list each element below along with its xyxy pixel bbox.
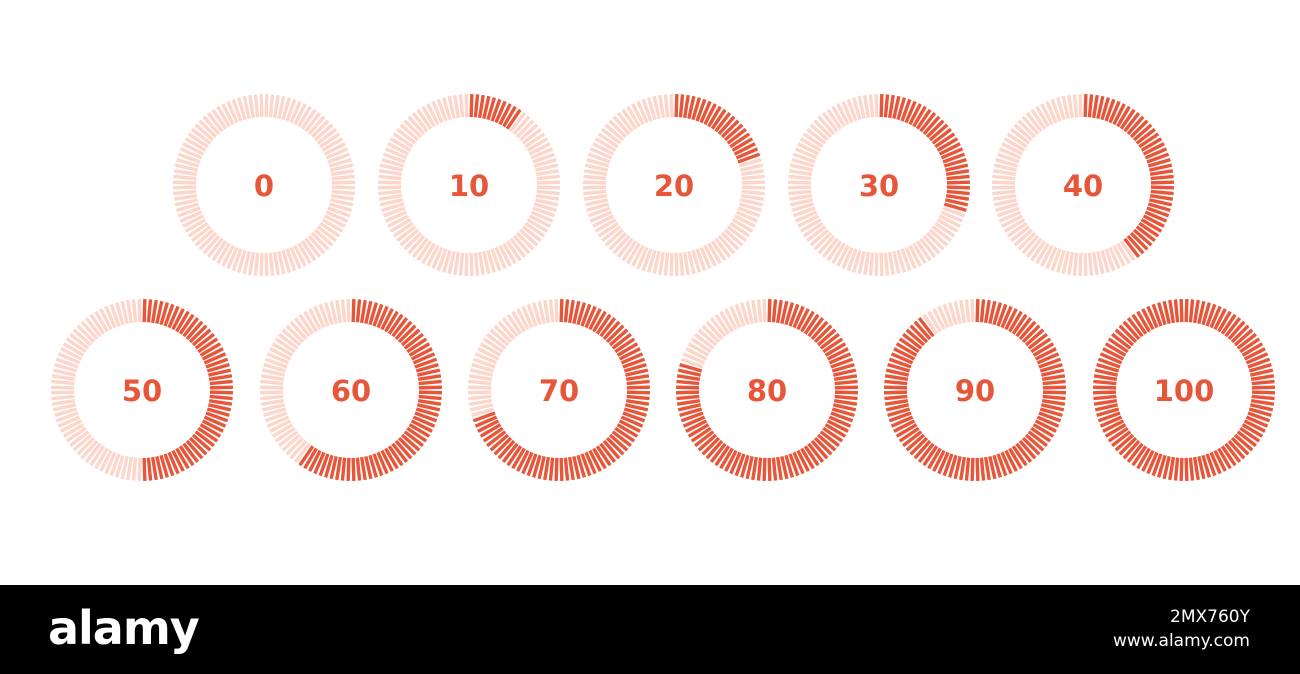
gauge-track: [991, 93, 1136, 277]
gauge: 0: [172, 93, 356, 277]
gauge-label: 0: [254, 169, 274, 203]
gauge-track: [377, 93, 561, 277]
gauge: 30: [787, 93, 971, 277]
gauge: 90: [883, 298, 1067, 482]
gauge-label: 100: [1154, 374, 1215, 408]
gauge-progress: [879, 93, 971, 213]
watermark-site: www.alamy.com: [1113, 631, 1250, 651]
gauge-label: 50: [122, 374, 162, 408]
gauge: 40: [991, 93, 1175, 277]
gauge-progress: [883, 298, 1067, 482]
gauge: 60: [259, 298, 443, 482]
gauge-label: 10: [449, 169, 489, 203]
gauge-label: 60: [331, 374, 371, 408]
gauge-track: [787, 93, 966, 277]
gauge-progress: [1083, 93, 1175, 258]
gauge: 10: [377, 93, 561, 277]
gauge-progress: [142, 298, 234, 482]
gauge: 50: [50, 298, 234, 482]
gauge-track: [922, 298, 975, 335]
gauge-set: 0 10 20 30 40 50 60 70 80 90 100: [50, 93, 1276, 482]
watermark-id: 2MX760Y: [1170, 607, 1251, 627]
gauge-progress: [472, 298, 651, 482]
gauge-track: [582, 93, 766, 277]
gauge-progress: [675, 298, 859, 482]
gauge-track: [467, 298, 559, 418]
gauge-label: 20: [654, 169, 694, 203]
gauge-label: 40: [1063, 169, 1103, 203]
gauge-track: [50, 298, 142, 482]
gauge-track: [680, 298, 767, 369]
gauge-track: [172, 93, 356, 277]
gauge-label: 90: [955, 374, 995, 408]
gauge-label: 80: [747, 374, 787, 408]
gauge: 80: [675, 298, 859, 482]
gauge-label: 30: [859, 169, 899, 203]
gauge: 100: [1092, 298, 1276, 482]
gauge-progress: [469, 93, 522, 130]
gauge-progress: [1092, 298, 1276, 482]
gauge-label: 70: [539, 374, 579, 408]
gauge: 20: [582, 93, 766, 277]
watermark-brand: alamy: [48, 601, 200, 655]
gauge: 70: [467, 298, 651, 482]
gauge-progress: [298, 298, 443, 482]
gauge-track: [259, 298, 351, 463]
watermark-bar: [0, 585, 1300, 674]
gauge-progress: [674, 93, 761, 164]
